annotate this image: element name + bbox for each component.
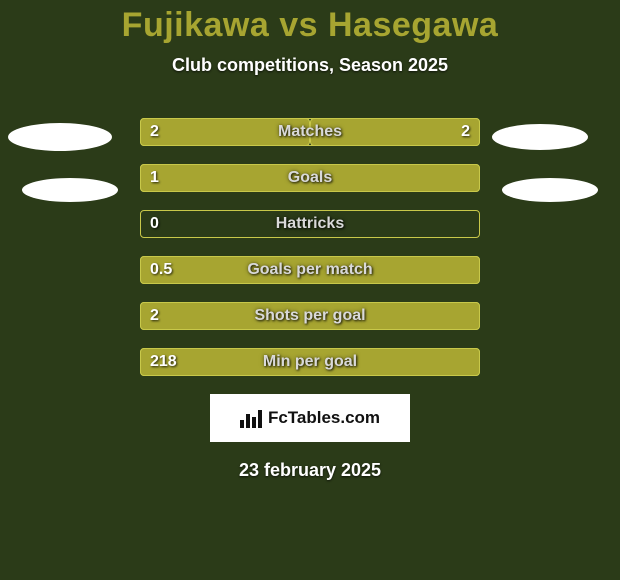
subtitle: Club competitions, Season 2025 — [0, 55, 620, 76]
bar-fill-left — [140, 348, 480, 376]
bar-fill-left — [140, 256, 480, 284]
bar-track — [140, 348, 480, 376]
stat-row: Goals per match0.5 — [0, 256, 620, 284]
page-title: Fujikawa vs Hasegawa — [0, 0, 620, 45]
bar-track — [140, 164, 480, 192]
player-ellipse-right — [492, 124, 588, 150]
bar-track — [140, 302, 480, 330]
bar-track — [140, 210, 480, 238]
bar-fill-right — [310, 118, 480, 146]
stat-row: Hattricks0 — [0, 210, 620, 238]
player-ellipse-right — [502, 178, 598, 202]
logo-badge: FcTables.com — [210, 394, 410, 442]
bar-track — [140, 256, 480, 284]
bar-track — [140, 118, 480, 146]
player-ellipse-left — [8, 123, 112, 151]
bar-fill-left — [140, 302, 480, 330]
stat-row: Shots per goal2 — [0, 302, 620, 330]
logo-text: FcTables.com — [268, 408, 380, 428]
date-label: 23 february 2025 — [0, 460, 620, 481]
player-ellipse-left — [22, 178, 118, 202]
stat-row: Min per goal218 — [0, 348, 620, 376]
bars-icon — [240, 408, 262, 428]
bar-fill-left — [140, 164, 480, 192]
bar-fill-left — [140, 118, 310, 146]
stats-stage: Matches22Goals1Hattricks0Goals per match… — [0, 118, 620, 376]
comparison-card: Fujikawa vs Hasegawa Club competitions, … — [0, 0, 620, 580]
bar-outline — [140, 210, 480, 238]
